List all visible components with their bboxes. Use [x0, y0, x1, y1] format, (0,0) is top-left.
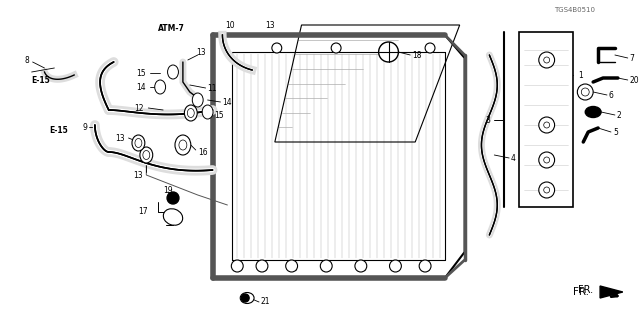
Text: ATM-7: ATM-7 [158, 23, 185, 33]
Circle shape [539, 152, 555, 168]
Circle shape [390, 260, 401, 272]
Circle shape [272, 43, 282, 53]
Circle shape [285, 260, 298, 272]
Text: 6: 6 [609, 91, 614, 100]
Text: 15: 15 [137, 68, 147, 77]
Text: 4: 4 [511, 154, 516, 163]
Ellipse shape [188, 108, 195, 117]
Text: E-15: E-15 [31, 76, 51, 84]
Text: 1: 1 [579, 70, 583, 79]
Text: 5: 5 [613, 127, 618, 137]
Bar [519, 32, 573, 207]
Text: 13: 13 [132, 171, 142, 180]
Ellipse shape [240, 292, 254, 303]
Circle shape [577, 84, 593, 100]
Circle shape [379, 42, 399, 62]
Ellipse shape [585, 107, 601, 117]
Text: E-15: E-15 [49, 125, 68, 134]
Text: 12: 12 [134, 103, 143, 113]
Ellipse shape [132, 135, 145, 151]
Text: 2: 2 [617, 110, 621, 119]
Text: 18: 18 [412, 51, 422, 60]
Ellipse shape [192, 93, 203, 107]
Ellipse shape [179, 140, 187, 150]
Circle shape [381, 43, 390, 53]
Circle shape [256, 260, 268, 272]
Ellipse shape [155, 80, 166, 94]
Circle shape [581, 88, 589, 96]
Ellipse shape [135, 139, 142, 148]
Ellipse shape [163, 209, 182, 225]
Text: TGS4B0510: TGS4B0510 [554, 7, 595, 13]
Circle shape [544, 187, 550, 193]
Circle shape [320, 260, 332, 272]
Ellipse shape [140, 147, 153, 163]
Text: 17: 17 [139, 207, 148, 217]
Text: 13: 13 [196, 47, 205, 57]
Circle shape [355, 260, 367, 272]
Ellipse shape [202, 105, 213, 119]
Ellipse shape [168, 65, 179, 79]
Text: 21: 21 [261, 298, 271, 307]
Text: 3: 3 [486, 116, 490, 124]
Text: 11: 11 [207, 84, 217, 92]
Text: 7: 7 [630, 53, 635, 62]
Text: 10: 10 [225, 20, 235, 29]
Circle shape [544, 57, 550, 63]
Text: FR.: FR. [578, 285, 593, 295]
Ellipse shape [175, 135, 191, 155]
Circle shape [539, 52, 555, 68]
Text: 20: 20 [630, 76, 639, 84]
Circle shape [167, 192, 179, 204]
Text: 8: 8 [25, 55, 29, 65]
Circle shape [419, 260, 431, 272]
Circle shape [544, 157, 550, 163]
Text: 13: 13 [115, 133, 125, 142]
Text: 9: 9 [82, 123, 87, 132]
Circle shape [425, 43, 435, 53]
Circle shape [241, 294, 249, 302]
Ellipse shape [143, 150, 150, 159]
Circle shape [539, 182, 555, 198]
Text: FR.: FR. [573, 287, 589, 297]
Circle shape [544, 122, 550, 128]
Ellipse shape [184, 105, 197, 121]
Text: 14: 14 [137, 83, 147, 92]
Text: 14: 14 [223, 98, 232, 107]
Text: 15: 15 [214, 110, 224, 119]
Circle shape [231, 260, 243, 272]
Text: 13: 13 [265, 20, 275, 29]
Text: 19: 19 [163, 186, 173, 195]
Circle shape [539, 117, 555, 133]
Text: 16: 16 [198, 148, 207, 156]
Circle shape [331, 43, 341, 53]
Polygon shape [600, 286, 623, 298]
